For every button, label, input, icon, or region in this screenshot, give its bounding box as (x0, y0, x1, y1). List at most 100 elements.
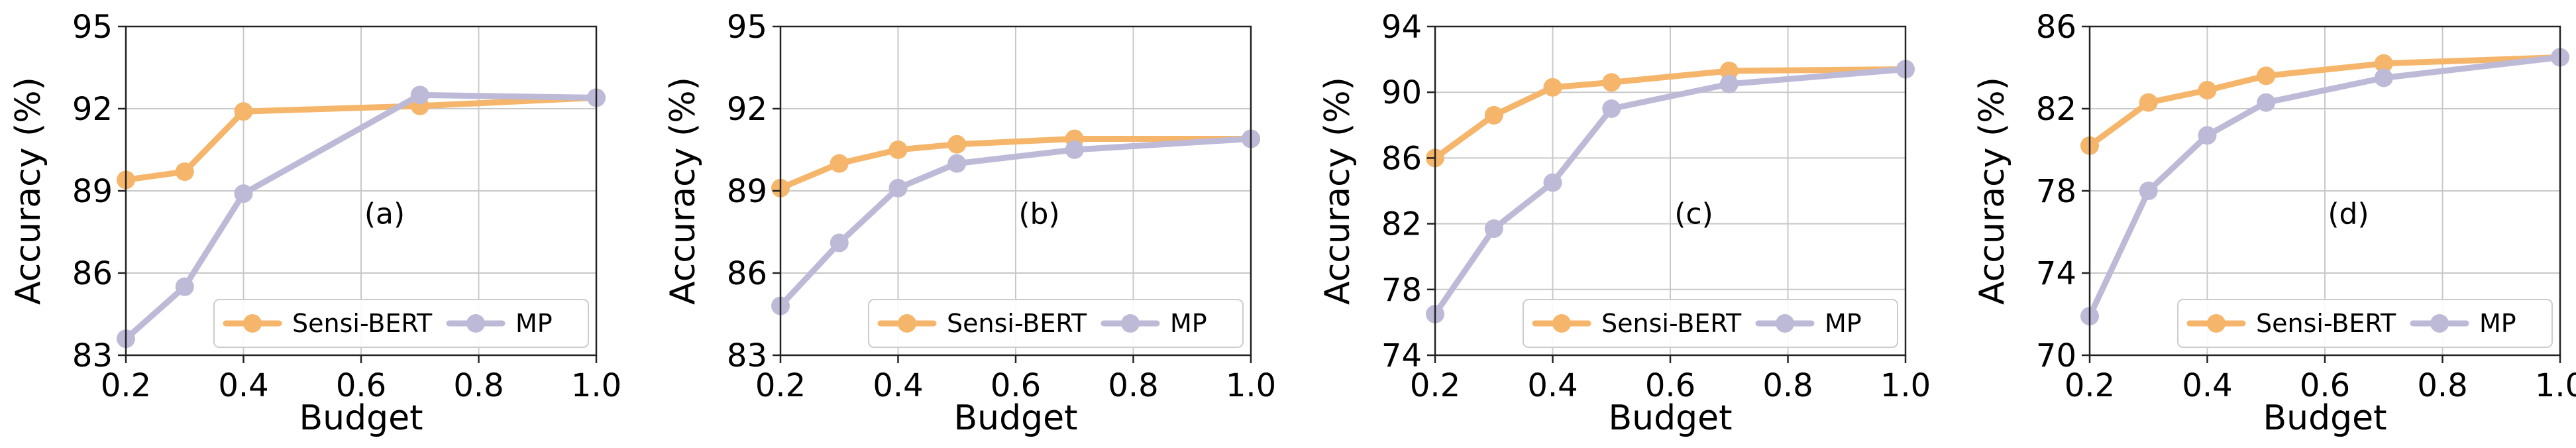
chart-panel-3: (c) 74 78 82 86 90 94 0.2 0.4 0.6 0.8 1.0 Budget Accu… (1318, 9, 1931, 438)
chart-panel-1: (a) 83 86 89 92 95 0.2 0.4 0.6 0.8 1.0 Budget Accura… (9, 9, 621, 438)
legend-marker-sensi-bert (2207, 314, 2226, 333)
x-tick-label: 0.8 (1762, 367, 1813, 404)
data-point-mp (947, 154, 967, 173)
data-point-mp (830, 233, 849, 252)
x-tick-label: 0.8 (1108, 367, 1158, 404)
y-tick-label: 70 (2036, 337, 2076, 374)
legend: Sensi-BERT MP (2177, 299, 2553, 348)
data-point-sensi-bert (830, 154, 849, 173)
data-point-mp (1602, 99, 1621, 118)
y-tick-label: 92 (727, 91, 767, 128)
x-tick-label: 0.2 (755, 367, 806, 404)
data-point-mp (1719, 74, 1739, 93)
x-tick-label: 0.4 (2182, 367, 2232, 404)
series-line-sensi-bert (2086, 54, 2563, 149)
legend-label-sensi-bert: Sensi-BERT (2256, 309, 2396, 338)
data-point-sensi-bert (175, 162, 194, 182)
legend-box (868, 299, 1244, 348)
chart-panel-4: (d) 70 74 78 82 86 0.2 0.4 0.6 0.8 1.0 Budget Accura… (1972, 9, 2576, 438)
data-point-sensi-bert (1484, 105, 1503, 125)
data-point-mp (2198, 126, 2217, 145)
data-point-sensi-bert (888, 140, 908, 159)
legend-label-sensi-bert: Sensi-BERT (947, 309, 1087, 338)
series-line-mp (1432, 66, 1909, 317)
data-point-mp (1065, 140, 1084, 159)
data-point-mp (234, 184, 253, 203)
data-point-mp (1543, 173, 1562, 192)
data-point-mp (2139, 182, 2158, 200)
x-tick-label: 0.4 (873, 367, 923, 404)
data-point-mp (2257, 93, 2276, 112)
y-tick-label: 83 (72, 337, 113, 374)
x-axis-label: Budget (299, 398, 423, 438)
series-line-sensi-bert (777, 135, 1254, 192)
data-point-sensi-bert (2257, 66, 2276, 85)
y-tick-label: 89 (727, 173, 767, 210)
data-point-mp (410, 85, 429, 105)
y-tick-label: 83 (727, 337, 767, 374)
y-tick-label: 94 (1381, 9, 1422, 46)
x-tick-label: 1.0 (2535, 367, 2576, 404)
legend: Sensi-BERT MP (1523, 299, 1898, 348)
legend-marker-mp (1776, 314, 1794, 333)
x-tick-label: 0.6 (1645, 367, 1695, 404)
data-point-mp (888, 178, 908, 197)
legend: Sensi-BERT MP (868, 299, 1244, 348)
y-tick-label: 86 (72, 255, 113, 292)
legend-marker-mp (2430, 314, 2449, 333)
x-tick-label: 0.6 (336, 367, 386, 404)
data-point-sensi-bert (234, 102, 253, 121)
x-tick-label: 0.4 (218, 367, 268, 404)
legend-label-sensi-bert: Sensi-BERT (292, 309, 433, 338)
y-axis-label: Accuracy (%) (1318, 77, 1358, 305)
y-tick-label: 74 (1381, 337, 1422, 374)
x-axis-label: Budget (1608, 398, 1732, 438)
panel-label: (c) (1674, 197, 1713, 231)
panel-label: (b) (1018, 197, 1059, 231)
data-point-sensi-bert (1543, 78, 1562, 97)
data-point-sensi-bert (1602, 73, 1621, 92)
legend-marker-sensi-bert (243, 314, 262, 333)
legend-label-sensi-bert: Sensi-BERT (1601, 309, 1742, 338)
x-tick-label: 0.6 (991, 367, 1041, 404)
series-line-sensi-bert (1432, 66, 1909, 161)
y-tick-label: 90 (1381, 74, 1422, 111)
legend-label-mp: MP (515, 309, 553, 338)
legend-marker-mp (466, 314, 485, 333)
panel-label: (d) (2328, 197, 2369, 231)
legend-label-mp: MP (2479, 309, 2516, 338)
x-tick-label: 0.4 (1527, 367, 1578, 404)
chart-panel-2: (b) 83 86 89 92 95 0.2 0.4 0.6 0.8 1.0 Budget Accura… (663, 9, 1276, 438)
data-point-mp (2374, 68, 2393, 87)
legend-marker-sensi-bert (1552, 314, 1571, 333)
legend-box (213, 299, 589, 348)
y-tick-label: 95 (727, 9, 767, 46)
legend-label-mp: MP (1170, 309, 1207, 338)
y-tick-label: 82 (2036, 91, 2076, 128)
legend-marker-mp (1121, 314, 1140, 333)
y-tick-label: 89 (72, 173, 113, 210)
y-tick-label: 92 (72, 91, 113, 128)
data-point-sensi-bert (1719, 61, 1739, 80)
data-point-sensi-bert (2139, 93, 2158, 112)
x-tick-label: 0.2 (101, 367, 151, 404)
y-tick-label: 86 (727, 255, 767, 292)
x-tick-label: 0.2 (2065, 367, 2115, 404)
y-tick-label: 95 (72, 9, 113, 46)
y-tick-label: 82 (1381, 206, 1422, 243)
x-axis-label: Budget (953, 398, 1077, 438)
legend-marker-sensi-bert (898, 314, 916, 333)
x-tick-label: 1.0 (1226, 367, 1276, 404)
legend-label-mp: MP (1825, 309, 1862, 338)
data-point-mp (175, 277, 194, 296)
data-point-mp (1484, 219, 1503, 239)
legend: Sensi-BERT MP (213, 299, 589, 348)
series-line-mp (777, 135, 1254, 309)
x-tick-label: 0.2 (1410, 367, 1460, 404)
data-point-sensi-bert (2198, 81, 2217, 100)
y-axis-label: Accuracy (%) (663, 77, 703, 305)
y-axis-label: Accuracy (%) (1972, 77, 2012, 305)
x-tick-label: 0.6 (2300, 367, 2350, 404)
data-point-sensi-bert (2374, 54, 2393, 73)
